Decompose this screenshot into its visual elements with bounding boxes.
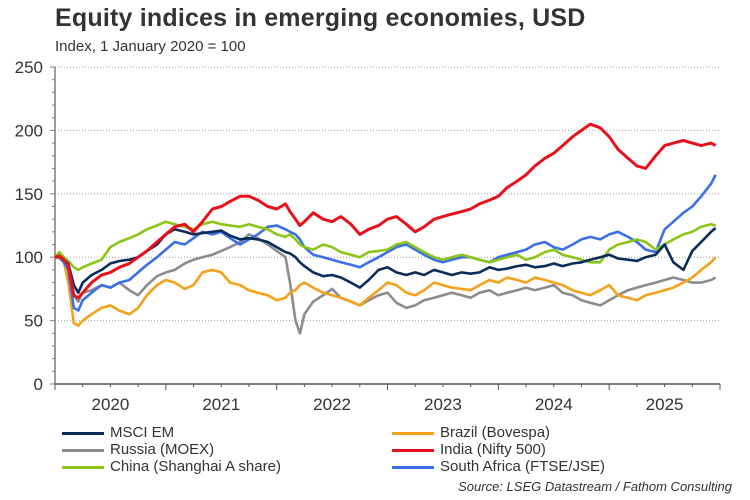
x-tick-label: 2021 (202, 395, 240, 414)
legend-label: MSCI EM (110, 424, 175, 441)
legend-swatch (392, 449, 434, 452)
y-tick-labels: 0 50 100 150 200 250 (15, 58, 43, 394)
x-tick-label: 2024 (535, 395, 573, 414)
legend-label: South Africa (FTSE/JSE) (440, 458, 606, 475)
y-tick-label: 250 (15, 58, 43, 77)
series-line-brazil-bovespa (54, 255, 717, 327)
legend-label: India (Nifty 500) (440, 441, 546, 458)
legend-swatch (62, 449, 104, 452)
legend-label: Russia (MOEX) (110, 441, 215, 458)
legend-swatch (392, 432, 434, 435)
axes (50, 66, 721, 390)
y-tick-label: 50 (24, 312, 43, 331)
chart-subtitle: Index, 1 January 2020 = 100 (55, 38, 246, 55)
series-line-india-nifty-500 (54, 122, 717, 300)
x-tick-label: 2022 (313, 395, 351, 414)
legend-swatch (62, 432, 104, 435)
series-line-south-africa-ftse-jse (55, 174, 717, 312)
x-tick-label: 2020 (92, 395, 130, 414)
legend-label: China (Shanghai A share) (110, 458, 281, 475)
series-line-china-shanghai-a-share (54, 220, 716, 272)
y-tick-label: 200 (15, 121, 43, 140)
chart-title: Equity indices in emerging economies, US… (55, 4, 586, 32)
x-tick-labels: 2020 2021 2022 2023 2024 2025 (92, 395, 684, 414)
legend-swatch (392, 466, 434, 469)
x-tick-label: 2023 (424, 395, 462, 414)
y-tick-label: 150 (15, 185, 43, 204)
legend-label: Brazil (Bovespa) (440, 424, 551, 441)
legend-swatch (62, 466, 104, 469)
source-note: Source: LSEG Datastream / Fathom Consult… (458, 479, 732, 494)
y-tick-label: 0 (34, 375, 43, 394)
series-group (54, 122, 717, 335)
x-tick-label: 2025 (646, 395, 684, 414)
line-chart: 0 50 100 150 200 250 2020 2021 2022 2023 2024 2025 (15, 58, 721, 414)
y-tick-label: 100 (15, 248, 43, 267)
